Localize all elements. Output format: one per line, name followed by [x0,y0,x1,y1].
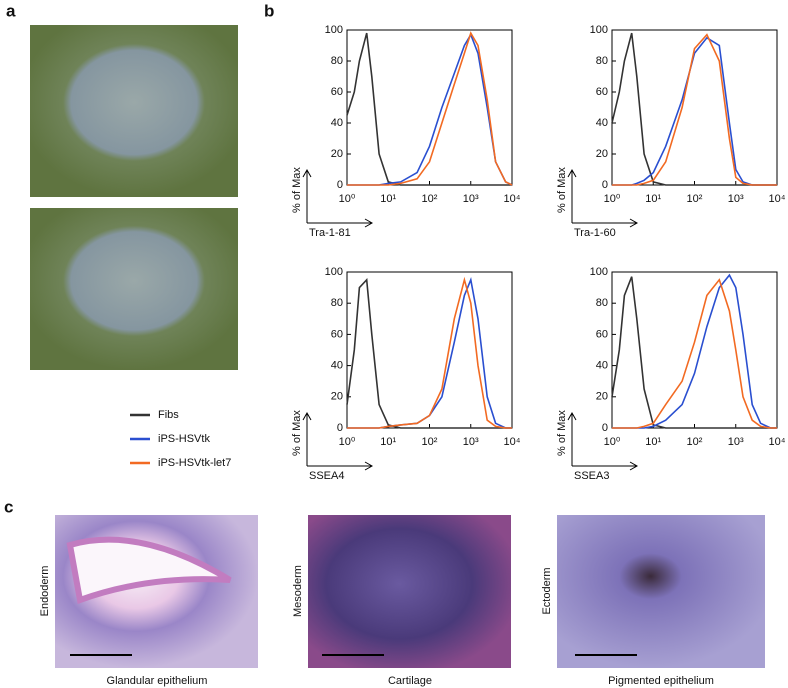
tissue-caption: Glandular epithelium [107,675,208,687]
tissue-caption: Pigmented epithelium [608,675,714,687]
y-axis-label: % of Max [556,167,568,213]
legend-label: iPS-HSVtk [158,433,210,445]
y-tick-label: 0 [337,422,343,434]
x-axis-label: SSEA4 [309,470,344,482]
histogram-line [347,276,512,429]
y-tick-label: 40 [331,360,343,372]
axis-arrow [302,168,374,228]
x-tick-label: 10⁴ [504,436,521,448]
y-tick-label: 40 [331,117,343,129]
histology-image [308,515,511,668]
tissue-caption: Cartilage [388,675,432,687]
axis-arrow [567,411,639,471]
colony-image [30,25,238,197]
y-tick-label: 20 [331,148,343,160]
x-tick-label: 10² [687,436,703,448]
y-tick-label: 100 [590,24,608,36]
x-tick-label: 10¹ [645,193,661,205]
panel-label: c [4,497,13,516]
gland-lumen [66,536,232,605]
histogram-line [612,273,777,429]
histogram-line [346,277,512,429]
plot-frame [346,271,513,429]
x-tick-label: 10¹ [645,436,661,448]
histogram-line [612,36,777,186]
y-tick-label: 80 [596,297,608,309]
x-tick-label: 10⁰ [604,436,621,448]
x-tick-label: 10³ [728,436,744,448]
y-tick-label: 0 [602,179,608,191]
x-tick-label: 10⁴ [769,436,786,448]
y-tick-label: 60 [596,86,608,98]
panel-label: a [6,1,16,20]
histogram-line [347,31,513,186]
x-tick-label: 10² [422,193,438,205]
y-tick-label: 60 [331,328,343,340]
colony-image [30,208,238,370]
histogram-line [346,32,512,186]
germ-layer-label: Endoderm [39,566,51,617]
y-tick-label: 60 [331,86,343,98]
histogram-line [611,276,777,429]
y-tick-label: 20 [596,391,608,403]
germ-layer-label: Mesoderm [292,565,304,617]
y-tick-label: 100 [590,266,608,278]
y-tick-label: 80 [331,55,343,67]
x-tick-label: 10² [422,436,438,448]
y-tick-label: 80 [596,55,608,67]
axis-arrow [302,411,374,471]
y-tick-label: 60 [596,328,608,340]
y-axis-label: % of Max [291,167,303,213]
germ-layer-label: Ectoderm [541,567,553,614]
x-tick-label: 10¹ [380,193,396,205]
x-tick-label: 10² [687,193,703,205]
x-tick-label: 10³ [463,436,479,448]
x-tick-label: 10³ [463,193,479,205]
x-tick-label: 10⁴ [504,193,521,205]
legend-label: Fibs [158,409,179,421]
y-tick-label: 80 [331,297,343,309]
histogram-line [612,33,777,186]
x-tick-label: 10¹ [380,436,396,448]
histogram-line [612,278,777,429]
x-tick-label: 10⁰ [339,436,356,448]
x-tick-label: 10³ [728,193,744,205]
y-axis-label: % of Max [556,410,568,456]
y-axis-label: % of Max [291,410,303,456]
histogram-line [347,276,512,429]
x-axis-label: Tra-1-81 [309,227,351,239]
y-tick-label: 20 [596,148,608,160]
y-tick-label: 0 [337,179,343,191]
axis-arrow [567,168,639,228]
y-tick-label: 40 [596,360,608,372]
x-axis-label: SSEA3 [574,470,609,482]
y-tick-label: 40 [596,117,608,129]
panel-label: b [264,1,274,20]
y-tick-label: 100 [325,266,343,278]
y-tick-label: 100 [325,24,343,36]
x-tick-label: 10⁰ [339,193,356,205]
y-tick-label: 0 [602,422,608,434]
x-tick-label: 10⁴ [769,193,786,205]
y-tick-label: 20 [331,391,343,403]
histology-image [557,515,765,668]
x-tick-label: 10⁰ [604,193,621,205]
x-axis-label: Tra-1-60 [574,227,616,239]
legend-label: iPS-HSVtk-let7 [158,457,231,469]
